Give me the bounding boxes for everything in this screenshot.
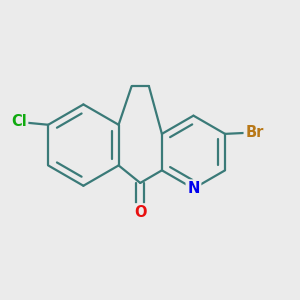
Text: N: N: [187, 181, 200, 196]
Text: O: O: [134, 205, 146, 220]
Text: Br: Br: [245, 125, 264, 140]
Text: Cl: Cl: [11, 115, 27, 130]
